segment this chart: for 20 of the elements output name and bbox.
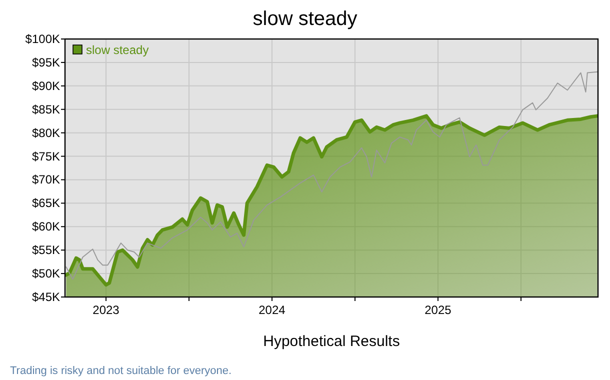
y-tick-label: $60K [32,220,60,234]
y-tick-label: $75K [32,149,60,164]
y-tick-label: $100K [25,32,60,46]
y-tick-label: $70K [32,172,60,187]
x-tick-label: 2023 [92,303,120,317]
x-axis-title: Hypothetical Results [263,333,400,350]
line-series [66,71,598,280]
y-tick-label: $90K [32,78,60,93]
chart-title: slow steady [252,8,358,30]
y-tick-label: $85K [32,102,60,116]
y-tick-label: $65K [32,196,60,210]
x-tick-label: 2025 [424,303,452,317]
y-tick-label: $55K [32,243,60,258]
legend-label: slow steady [86,43,149,57]
text: Trading is risky and not suitable for everyone. [10,365,232,377]
y-tick-label: $50K [32,266,60,281]
y-tick-label: $95K [32,55,60,70]
y-tick-label: $80K [32,126,60,140]
y-tick-label: $45K [32,290,60,304]
x-tick-label: 2024 [258,303,286,317]
